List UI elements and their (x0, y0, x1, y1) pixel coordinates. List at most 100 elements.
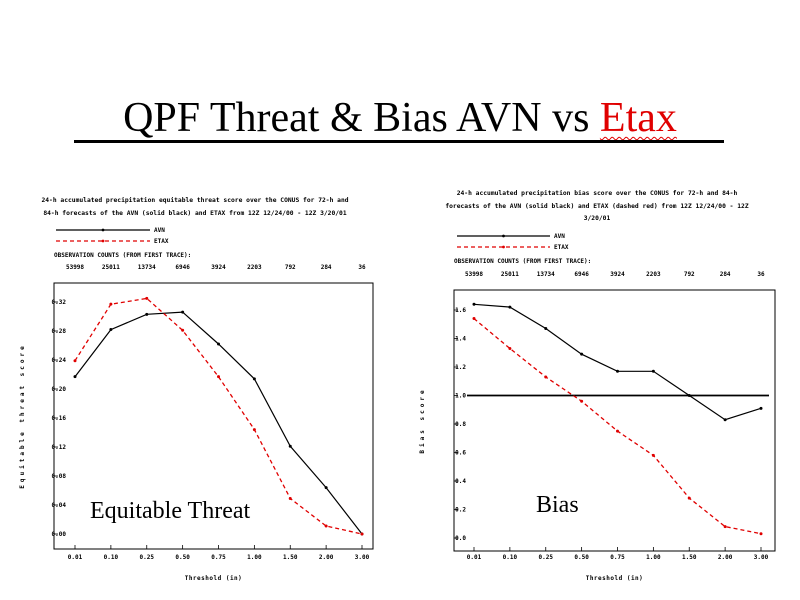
data-point-etax (360, 532, 364, 536)
y-tick-label: 0.00 (52, 531, 67, 538)
legend-label: ETAX (154, 238, 169, 245)
data-point-avn (145, 312, 149, 316)
series-line-etax (473, 318, 762, 535)
y-tick-label: 0.12 (52, 444, 67, 451)
data-point-etax (759, 532, 763, 536)
counts-label: OBSERVATION COUNTS (FROM FIRST TRACE): (54, 252, 191, 259)
data-point-etax (687, 496, 691, 500)
slide-title: QPF Threat & Bias AVN vs Etax (0, 92, 800, 144)
count-value: 36 (358, 264, 366, 271)
data-point-etax (252, 428, 256, 432)
data-point-avn (508, 305, 512, 309)
x-tick-label: 0.10 (104, 554, 119, 561)
legend-label: ETAX (554, 244, 569, 251)
x-tick-label: 2.00 (319, 554, 334, 561)
y-tick-label: 0.32 (52, 299, 67, 306)
count-value: 3924 (610, 271, 625, 278)
data-point-etax (73, 359, 77, 363)
counts-label: OBSERVATION COUNTS (FROM FIRST TRACE): (454, 258, 591, 265)
legend-marker-etax (502, 245, 505, 249)
data-point-etax (288, 496, 292, 500)
count-value: 13734 (537, 271, 555, 278)
x-tick-label: 0.01 (467, 554, 482, 561)
data-point-etax (544, 375, 548, 379)
y-tick-label: 0.8 (455, 421, 466, 428)
data-point-avn (73, 375, 77, 379)
y-tick-label: 0.24 (52, 357, 67, 364)
equitable-threat-chart: 24-h accumulated precipitation equitable… (19, 196, 374, 582)
x-tick-label: 3.00 (355, 554, 370, 561)
count-value: 6946 (574, 271, 589, 278)
legend-marker-avn (101, 228, 105, 232)
legend-label: AVN (154, 227, 165, 234)
count-value: 25011 (501, 271, 519, 278)
legend-label: AVN (554, 233, 565, 240)
x-tick-label: 0.50 (574, 554, 589, 561)
data-point-etax (217, 375, 220, 379)
x-tick-label: 1.50 (682, 554, 697, 561)
data-point-etax (723, 525, 727, 529)
chart-title-line: 24-h accumulated precipitation equitable… (41, 196, 348, 204)
slide-title-main: QPF Threat & Bias AVN vs (123, 95, 600, 141)
count-value: 3924 (211, 264, 226, 271)
x-axis-label: Threshold (in) (586, 575, 644, 582)
chart-title-line: forecasts of the AVN (solid black) and E… (445, 202, 748, 210)
x-tick-label: 0.50 (175, 554, 190, 561)
count-value: 792 (684, 271, 695, 278)
y-tick-label: 0.28 (52, 328, 67, 335)
count-value: 792 (285, 264, 296, 271)
data-point-avn (580, 352, 584, 356)
bias-caption: Bias (536, 492, 579, 518)
y-tick-label: 0.04 (52, 502, 67, 509)
x-tick-label: 0.75 (610, 554, 625, 561)
data-point-avn (181, 310, 185, 314)
y-tick-label: 0.20 (52, 386, 67, 393)
x-tick-label: 1.00 (646, 554, 661, 561)
y-tick-label: 0.16 (52, 415, 67, 422)
data-point-etax (580, 399, 584, 403)
series-line-etax (74, 297, 363, 535)
count-value: 25011 (102, 264, 120, 271)
legend-marker-avn (502, 234, 505, 238)
y-tick-label: 1.4 (455, 336, 466, 343)
y-tick-label: 1.2 (455, 364, 466, 371)
y-tick-label: 0.08 (52, 473, 67, 480)
x-tick-label: 0.01 (68, 554, 83, 561)
x-tick-label: 0.25 (140, 554, 155, 561)
y-tick-label: 0.4 (455, 478, 466, 485)
plot-frame (453, 289, 776, 552)
y-tick-label: 1.6 (455, 307, 466, 314)
y-axis-label: Bias score (419, 387, 426, 453)
count-value: 13734 (138, 264, 156, 271)
y-tick-label: 1.0 (455, 393, 466, 400)
equitable-threat-caption: Equitable Threat (90, 498, 251, 524)
x-tick-label: 1.50 (283, 554, 298, 561)
data-point-etax (616, 429, 619, 433)
x-tick-label: 0.10 (503, 554, 518, 561)
data-point-avn (723, 418, 727, 422)
data-point-avn (472, 302, 476, 306)
data-point-avn (759, 406, 763, 410)
count-value: 6946 (175, 264, 190, 271)
data-point-avn (288, 444, 292, 448)
x-tick-label: 3.00 (754, 554, 769, 561)
data-point-avn (324, 486, 328, 490)
count-value: 284 (321, 264, 332, 271)
y-tick-label: 0.2 (455, 507, 466, 514)
series-line-avn (473, 303, 762, 421)
y-tick-label: 0.6 (455, 450, 466, 457)
count-value: 53998 (465, 271, 483, 278)
data-point-etax (651, 453, 655, 457)
count-value: 53998 (66, 264, 84, 271)
data-point-avn (109, 328, 113, 332)
data-point-etax (508, 346, 512, 350)
data-point-etax (109, 302, 113, 306)
count-value: 36 (757, 271, 765, 278)
x-axis-label: Threshold (in) (185, 575, 243, 582)
count-value: 284 (720, 271, 731, 278)
data-point-etax (145, 296, 149, 300)
data-point-etax (181, 328, 185, 332)
x-tick-label: 0.75 (211, 554, 226, 561)
legend-marker-etax (101, 239, 105, 243)
chart-title-line: 24-h accumulated precipitation bias scor… (457, 189, 738, 197)
